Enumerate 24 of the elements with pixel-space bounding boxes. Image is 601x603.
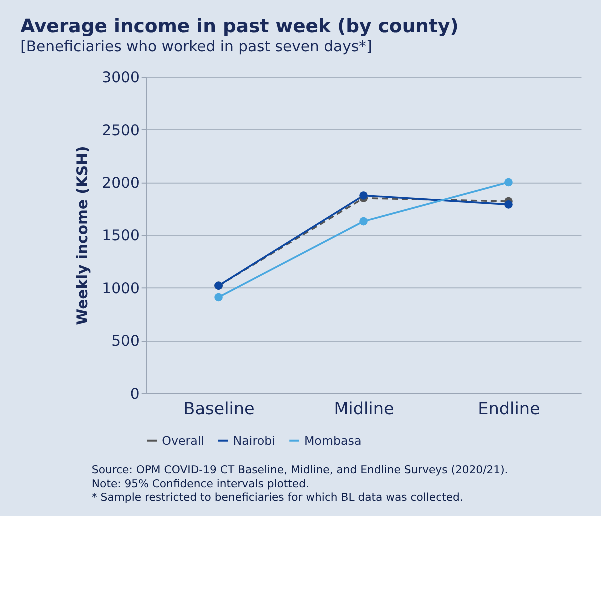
legend-label: Mombasa xyxy=(304,434,362,448)
chart-title: Average income in past week (by county) xyxy=(20,16,459,38)
text: * Sample restricted to beneficiaries for which BL data was collected. xyxy=(92,491,464,504)
point xyxy=(214,293,223,302)
chart-subtitle: [Beneficiaries who worked in past seven days*] xyxy=(20,38,372,56)
y-tick-label: 2000 xyxy=(102,174,140,192)
point xyxy=(360,217,368,226)
point xyxy=(504,200,513,209)
y-tick-label: 3000 xyxy=(102,70,140,87)
x-tick-label: Midline xyxy=(334,398,394,419)
y-tick-label: 0 xyxy=(130,386,140,403)
y-axis-title: Weekly income (KSH) xyxy=(74,146,92,326)
text: Note: 95% Confidence intervals plotted. xyxy=(92,477,310,490)
y-tick-label: 500 xyxy=(112,333,140,350)
source-note: Source: OPM COVID-19 CT Baseline, Midline, and Endline Surveys (2020/21). xyxy=(92,463,508,476)
point xyxy=(504,178,513,187)
point xyxy=(360,192,368,200)
legend-label: Overall xyxy=(162,434,204,448)
y-tick-label: 1500 xyxy=(102,228,140,245)
legend-label: Nairobi xyxy=(233,434,276,448)
x-tick-label: Endline xyxy=(478,398,540,419)
x-tick-label: Baseline xyxy=(184,398,255,419)
y-tick-label: 2500 xyxy=(102,122,140,140)
y-tick-label: 1000 xyxy=(102,280,140,298)
